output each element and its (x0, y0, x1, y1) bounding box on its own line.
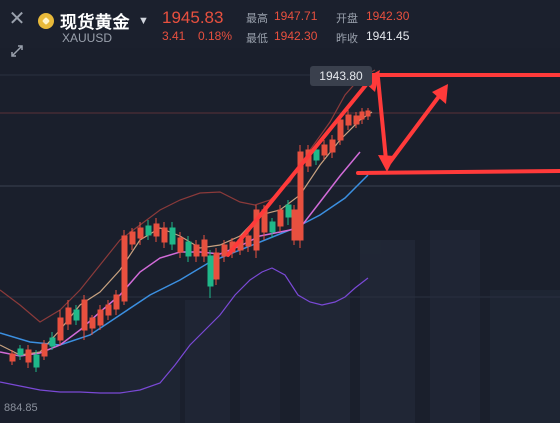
instrument-selector[interactable]: 现货黄金 ▼ (38, 8, 149, 33)
candle (73, 305, 80, 325)
candle (137, 222, 144, 245)
candle (105, 300, 112, 320)
price-change-percent: 0.18% (198, 29, 233, 43)
candle (201, 235, 208, 262)
candle (185, 236, 192, 262)
candle (121, 230, 128, 305)
expand-icon-glyph (11, 45, 23, 57)
candle (353, 112, 360, 128)
up-arrow (388, 93, 442, 164)
candle (41, 340, 48, 360)
open-label: 开盘 (336, 13, 358, 25)
candles (9, 108, 371, 372)
candle (245, 230, 252, 252)
gold-coin-icon (38, 12, 54, 29)
close-icon[interactable]: ✕ (8, 8, 26, 30)
candle (89, 315, 96, 335)
bottom-horizontal-line (356, 169, 560, 175)
candle (207, 250, 214, 298)
prev-close-value: 1941.45 (366, 29, 410, 43)
candle (297, 145, 304, 248)
down-arrow (376, 76, 388, 162)
candle (285, 200, 292, 225)
ma-blue (0, 174, 369, 346)
candle (161, 222, 168, 248)
candle (321, 140, 328, 160)
prev-close-label: 昨收 (336, 33, 358, 45)
expand-icon[interactable] (6, 40, 28, 62)
candle (193, 240, 200, 262)
candle (25, 345, 32, 368)
candle (253, 205, 260, 258)
candle (291, 205, 298, 245)
min-price-label: 884.85 (4, 402, 38, 414)
quote-header: ✕ 现货黄金 ▼ XAUUSD 1945.83 3.41 0.18% 最高 19… (0, 0, 560, 48)
candle (213, 248, 220, 285)
caret-down-icon[interactable]: ▼ (138, 14, 149, 27)
trend-arrow (226, 78, 372, 257)
candle (269, 218, 276, 238)
candle (153, 218, 160, 242)
candle (129, 228, 136, 250)
candle (17, 345, 24, 360)
candle (65, 300, 72, 330)
candle (221, 240, 228, 262)
candle (33, 350, 40, 372)
candle (345, 110, 352, 130)
candle (277, 205, 284, 232)
candle (329, 135, 336, 158)
candle (365, 108, 371, 120)
price-change: 3.41 (162, 29, 186, 43)
instrument-title: 现货黄金 (60, 13, 130, 32)
high-label: 最高 (246, 13, 268, 25)
candle (81, 295, 88, 340)
price-tooltip: 1943.80 (310, 66, 372, 86)
open-value: 1942.30 (366, 9, 410, 23)
last-price: 1945.83 (162, 8, 224, 27)
candle (57, 310, 64, 345)
candle (359, 108, 365, 124)
candle (177, 232, 184, 258)
background-city (120, 230, 560, 423)
low-value: 1942.30 (274, 29, 318, 43)
up-arrowhead (432, 84, 448, 104)
annotation-arrows (226, 70, 560, 257)
candle (49, 332, 56, 350)
candle (97, 305, 104, 330)
candle (113, 290, 120, 315)
bollinger-upper (0, 69, 376, 323)
high-value: 1947.71 (274, 9, 318, 23)
bollinger-lower (0, 267, 369, 394)
candle (169, 222, 176, 250)
instrument-symbol: XAUUSD (62, 31, 113, 45)
low-label: 最低 (246, 33, 268, 45)
candle (9, 350, 16, 365)
candle (145, 220, 152, 240)
